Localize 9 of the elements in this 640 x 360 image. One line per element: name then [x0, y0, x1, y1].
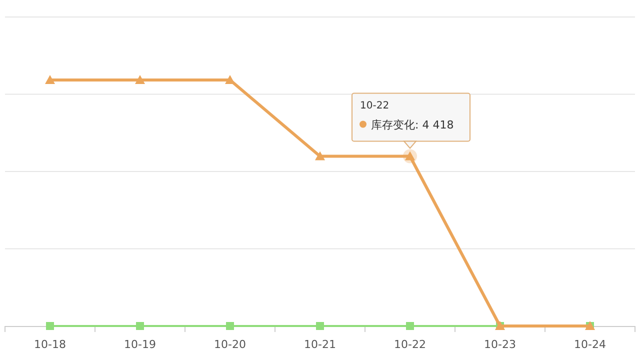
annotation: 库存变化: 4 418 — [371, 118, 454, 132]
x-tick-label: 10-19 — [124, 338, 156, 351]
x-tick-label: 10-23 — [484, 338, 516, 351]
x-tick-label: 10-20 — [214, 338, 246, 351]
annotation: 10-22 — [360, 100, 390, 112]
x-tick-label: 10-22 — [394, 338, 426, 351]
x-tick-label: 10-21 — [304, 338, 336, 351]
x-tick-label: 10-18 — [34, 338, 66, 351]
x-tick-label: 10-24 — [574, 338, 606, 351]
